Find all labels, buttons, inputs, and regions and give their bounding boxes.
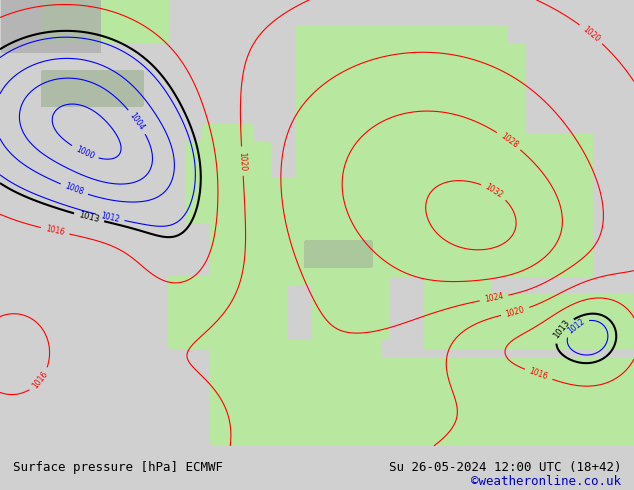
Text: 1000: 1000 (74, 145, 96, 161)
Text: 1012: 1012 (100, 211, 120, 224)
Text: 1020: 1020 (237, 151, 247, 171)
Text: 1013: 1013 (552, 318, 572, 341)
Text: 1024: 1024 (484, 292, 505, 304)
Text: 1004: 1004 (128, 111, 146, 132)
Text: 1012: 1012 (566, 317, 586, 335)
Text: ©weatheronline.co.uk: ©weatheronline.co.uk (471, 475, 621, 488)
Text: 1016: 1016 (31, 370, 50, 391)
Text: 1032: 1032 (484, 182, 505, 200)
Text: Surface pressure [hPa] ECMWF: Surface pressure [hPa] ECMWF (13, 462, 223, 474)
Text: 1028: 1028 (498, 131, 519, 150)
Text: 1020: 1020 (581, 24, 602, 44)
Text: 1013: 1013 (78, 210, 100, 224)
Text: Su 26-05-2024 12:00 UTC (18+42): Su 26-05-2024 12:00 UTC (18+42) (389, 462, 621, 474)
Text: 1020: 1020 (505, 305, 526, 318)
Text: 1016: 1016 (45, 224, 65, 238)
Text: 1008: 1008 (63, 182, 85, 197)
Text: 1016: 1016 (528, 367, 549, 382)
